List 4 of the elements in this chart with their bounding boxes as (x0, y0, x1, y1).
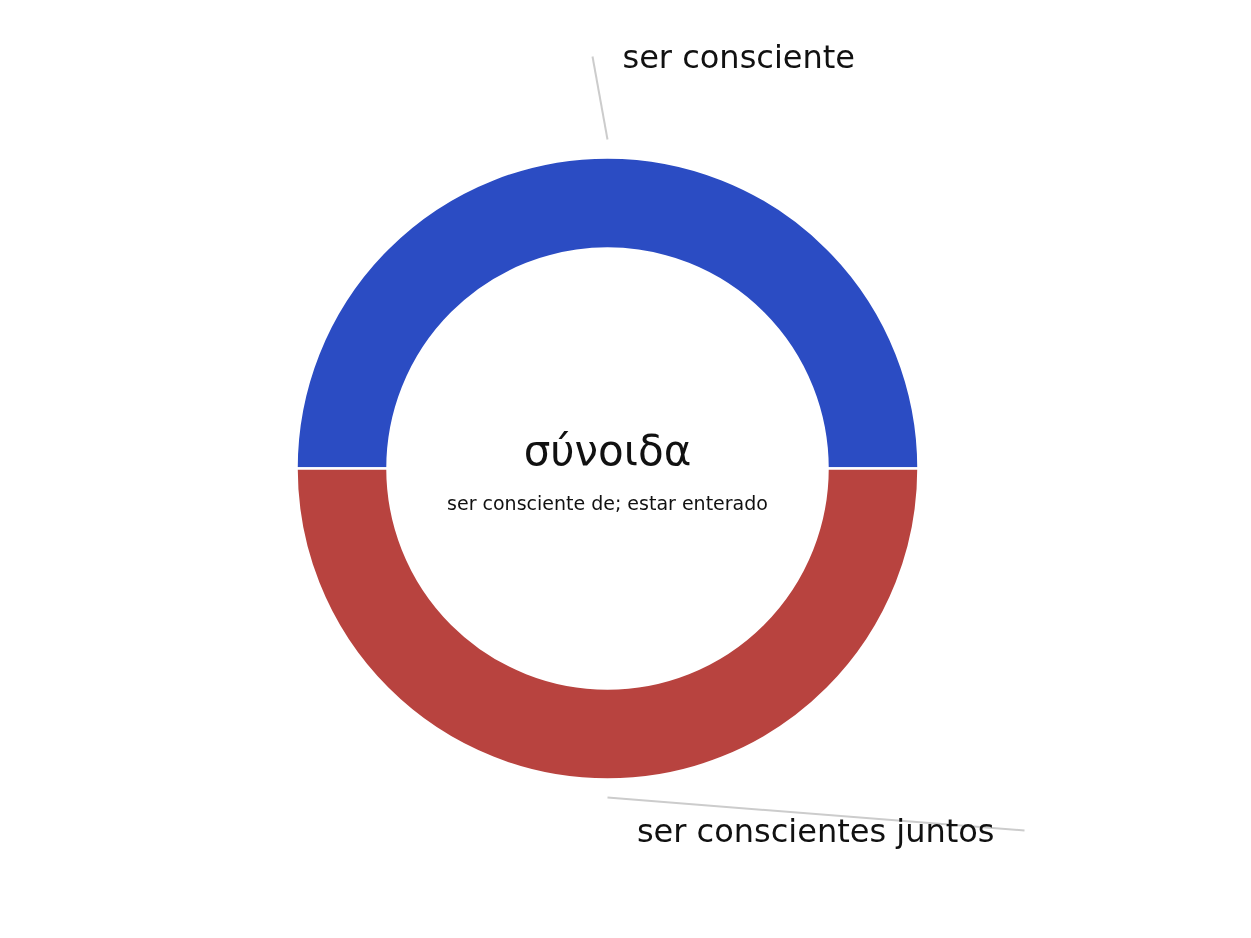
slice-label: ser conscientes juntos (636, 811, 995, 850)
text: σύνοιδα (523, 426, 692, 475)
slice-label: ser consciente (622, 37, 855, 76)
text: ser consciente de; estar enterado (447, 491, 768, 514)
